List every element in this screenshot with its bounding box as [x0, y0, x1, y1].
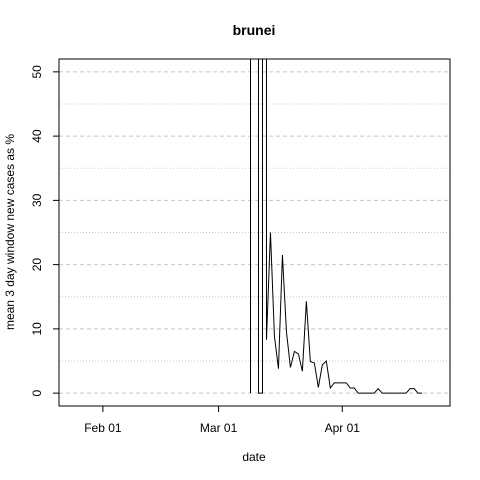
series-group: [250, 59, 423, 394]
y-tick-label: 50: [30, 65, 44, 79]
chart-title: brunei: [233, 22, 276, 38]
y-tick-label: 20: [30, 258, 44, 272]
x-axis-label: date: [242, 450, 266, 464]
x-axis: Feb 01 Mar 01 Apr 01: [84, 406, 360, 435]
y-tick-label: 0: [30, 389, 44, 396]
y-tick-label: 30: [30, 193, 44, 207]
x-tick-label: Apr 01: [325, 421, 361, 435]
y-axis: 0 10 20 30 40 50: [30, 65, 59, 396]
y-tick-label: 40: [30, 129, 44, 143]
grid: [59, 71, 450, 394]
x-tick-label: Mar 01: [200, 421, 238, 435]
x-tick-label: Feb 01: [84, 421, 122, 435]
y-axis-label: mean 3 day window new cases as %: [3, 134, 17, 330]
y-tick-label: 10: [30, 322, 44, 336]
series-line: [250, 59, 423, 394]
